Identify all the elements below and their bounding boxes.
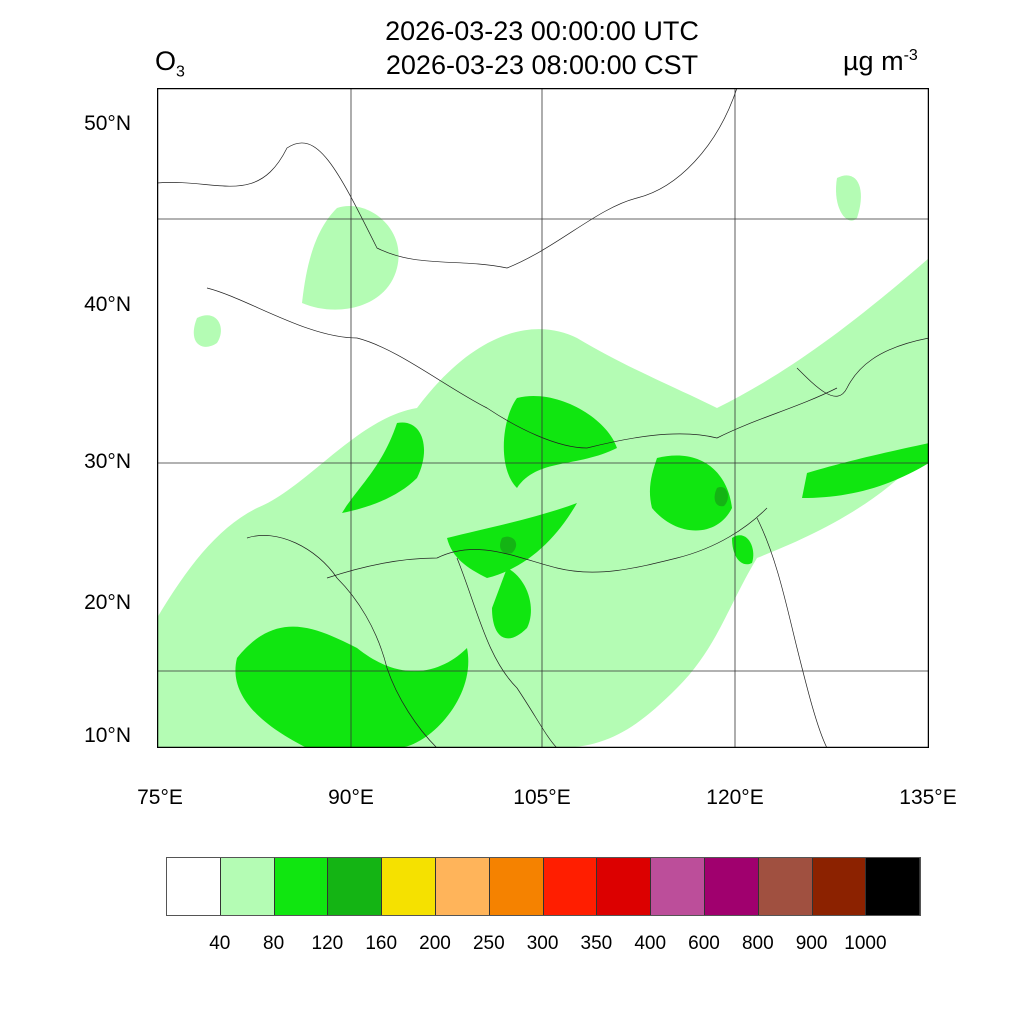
gridlines <box>157 88 929 748</box>
unit-label: µg m-3 <box>843 46 918 76</box>
legend-swatch <box>597 858 652 915</box>
legend-label: 350 <box>580 933 613 954</box>
legend-swatch <box>543 858 598 915</box>
legend-label: 800 <box>741 933 774 954</box>
o3-40-80-fill <box>157 175 929 748</box>
lon-label: 135°E <box>899 786 957 809</box>
lat-label: 30°N <box>84 450 131 473</box>
borders <box>157 88 929 748</box>
legend-label: 200 <box>419 933 451 954</box>
legend-swatch <box>866 858 921 915</box>
legend-swatch <box>489 858 544 915</box>
lon-label: 75°E <box>137 786 183 809</box>
lat-label: 40°N <box>84 293 131 316</box>
legend-label: 160 <box>365 933 398 954</box>
legend-swatch <box>704 858 759 915</box>
title-utc: 2026-03-23 00:00:00 UTC <box>385 16 699 46</box>
lon-label: 120°E <box>706 786 764 809</box>
legend-label: 900 <box>795 933 828 954</box>
legend-swatch <box>651 858 705 915</box>
map-frame <box>157 88 929 748</box>
legend-swatch <box>435 858 490 915</box>
legend-swatch <box>220 858 275 915</box>
o3-120-160-fill <box>500 487 728 554</box>
legend-label: 250 <box>472 933 505 954</box>
lat-label: 10°N <box>84 724 131 747</box>
lon-label: 105°E <box>513 786 571 809</box>
lat-label: 50°N <box>84 112 131 135</box>
legend-label: 1000 <box>844 933 887 954</box>
ozone-map <box>157 88 929 748</box>
legend-label: 400 <box>634 933 667 954</box>
title-local: 2026-03-23 08:00:00 CST <box>385 50 699 80</box>
legend-swatch <box>382 858 436 915</box>
legend-label: 600 <box>688 933 720 954</box>
legend-swatch <box>167 858 221 915</box>
legend-label: 300 <box>526 933 559 954</box>
lon-label: 90°E <box>328 786 374 809</box>
lat-label: 20°N <box>84 591 131 614</box>
legend-swatch <box>812 858 867 915</box>
legend-swatch <box>758 858 813 915</box>
legend-label: 80 <box>263 933 285 954</box>
variable-label: O3 <box>155 46 185 81</box>
legend-swatch <box>274 858 329 915</box>
legend-label: 40 <box>209 933 231 954</box>
legend-label: 120 <box>311 933 344 954</box>
color-legend <box>166 857 922 916</box>
legend-swatch <box>328 858 383 915</box>
